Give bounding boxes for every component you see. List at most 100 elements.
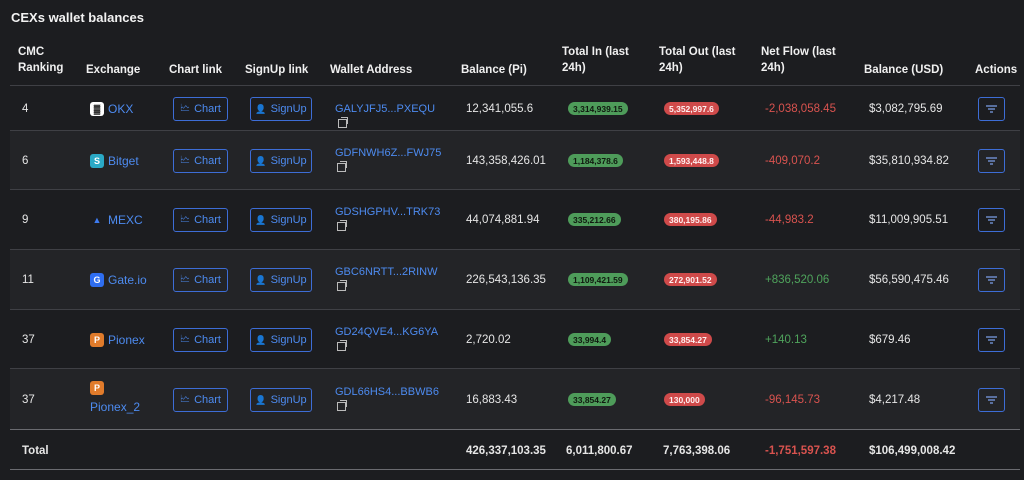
header-net-flow[interactable]: Net Flow (last 24h) xyxy=(761,46,836,74)
copy-icon[interactable] xyxy=(337,220,347,231)
copy-icon[interactable] xyxy=(338,117,348,128)
copy-icon[interactable] xyxy=(337,161,347,172)
header-balance-usd[interactable]: Balance (USD) xyxy=(864,64,944,76)
total-out-badge: 130,000 xyxy=(664,393,705,406)
wallet-address-text[interactable]: GD24QVE4...KG6YA xyxy=(335,326,439,338)
total-out-badge: 5,352,997.6 xyxy=(664,102,719,115)
chart-icon: 🗠 xyxy=(180,393,191,405)
actions-menu-button[interactable] xyxy=(978,97,1005,121)
signup-button[interactable]: 👤 SignUp xyxy=(250,268,312,292)
filter-icon xyxy=(986,157,997,165)
wallet-address-text[interactable]: GDL66HS4...BBWB6 xyxy=(335,386,439,398)
exchange-link[interactable]: P Pionex xyxy=(90,332,145,348)
header-chart: Chart link xyxy=(169,64,223,76)
exchange-name[interactable]: Pionex xyxy=(108,333,145,347)
balance-pi-cell: 16,883.43 xyxy=(466,394,518,406)
copy-icon[interactable] xyxy=(337,400,347,411)
header-rank[interactable]: CMC Ranking xyxy=(18,46,64,74)
wallet-address-text[interactable]: GDFNWH6Z...FWJ75 xyxy=(335,147,442,159)
signup-button[interactable]: 👤 SignUp xyxy=(250,208,312,232)
table-row: 4 ▓ OKX 🗠 Chart 👤 SignUp GALYJFJ5...PXEQ… xyxy=(10,85,1020,130)
signup-button[interactable]: 👤 SignUp xyxy=(250,388,312,412)
wallet-address[interactable]: GD24QVE4...KG6YA xyxy=(335,324,447,356)
signup-button[interactable]: 👤 SignUp xyxy=(250,328,312,352)
signup-button[interactable]: 👤 SignUp xyxy=(250,97,312,121)
chart-button-label: Chart xyxy=(194,334,221,346)
balance-usd-cell: $11,009,905.51 xyxy=(869,214,949,226)
user-add-icon: 👤 xyxy=(255,274,267,285)
header-total-in[interactable]: Total In (last 24h) xyxy=(562,46,629,74)
chart-button[interactable]: 🗠 Chart xyxy=(173,268,228,292)
wallet-address[interactable]: GBC6NRTT...2RINW xyxy=(335,264,447,296)
header-exchange[interactable]: Exchange xyxy=(86,64,141,76)
rank-cell: 9 xyxy=(22,214,29,226)
chart-button[interactable]: 🗠 Chart xyxy=(173,208,228,232)
total-in-badge: 33,854.27 xyxy=(568,393,616,406)
chart-button-label: Chart xyxy=(194,394,221,406)
chart-icon: 🗠 xyxy=(180,213,191,225)
chart-icon: 🗠 xyxy=(180,154,191,166)
actions-menu-button[interactable] xyxy=(978,388,1005,412)
total-in-badge: 33,994.4 xyxy=(568,333,612,346)
exchange-name[interactable]: Gate.io xyxy=(108,273,147,287)
copy-icon[interactable] xyxy=(337,340,347,351)
balance-pi-cell: 12,341,055.6 xyxy=(466,103,534,115)
balance-pi-cell: 226,543,136.35 xyxy=(466,274,546,286)
header-total-out[interactable]: Total Out (last 24h) xyxy=(659,46,736,74)
user-add-icon: 👤 xyxy=(255,334,267,345)
actions-menu-button[interactable] xyxy=(978,268,1005,292)
pionex-logo: P xyxy=(90,381,104,395)
exchange-name[interactable]: Pionex_2 xyxy=(90,400,141,414)
total-out-badge: 1,593,448.8 xyxy=(664,154,719,167)
net-flow-cell: +140.13 xyxy=(765,334,807,346)
header-balance-pi[interactable]: Balance (Pi) xyxy=(461,64,527,76)
exchange-link[interactable]: ▓ OKX xyxy=(90,101,133,117)
chart-button[interactable]: 🗠 Chart xyxy=(173,388,228,412)
exchange-name[interactable]: MEXC xyxy=(108,213,143,227)
net-flow-cell: -2,038,058.45 xyxy=(765,103,836,115)
mexc-logo: ▲ xyxy=(92,215,102,225)
wallet-address-text[interactable]: GBC6NRTT...2RINW xyxy=(335,266,438,278)
balance-usd-cell: $3,082,795.69 xyxy=(869,103,943,115)
totals-row: Total 426,337,103.35 6,011,800.67 7,763,… xyxy=(10,429,1020,470)
wallet-address[interactable]: GDL66HS4...BBWB6 xyxy=(335,384,447,416)
actions-menu-button[interactable] xyxy=(978,328,1005,352)
user-add-icon: 👤 xyxy=(255,155,267,166)
wallet-address[interactable]: GALYJFJ5...PXEQU xyxy=(335,101,447,133)
exchange-link[interactable]: ▲ MEXC xyxy=(90,212,143,228)
table-row: 6 S Bitget 🗠 Chart 👤 SignUp GDFNWH6Z...F… xyxy=(10,130,1020,189)
wallet-address[interactable]: GDSHGPHV...TRK73 xyxy=(335,204,447,236)
table-row: 11 G Gate.io 🗠 Chart 👤 SignUp GBC6NRTT..… xyxy=(10,249,1020,309)
signup-button[interactable]: 👤 SignUp xyxy=(250,149,312,173)
user-add-icon: 👤 xyxy=(255,103,267,114)
balance-usd-cell: $35,810,934.82 xyxy=(869,155,949,167)
balance-pi-cell: 143,358,426.01 xyxy=(466,155,546,167)
chart-button[interactable]: 🗠 Chart xyxy=(173,149,228,173)
total-out-badge: 380,195.86 xyxy=(664,213,717,226)
filter-icon xyxy=(986,336,997,344)
balance-usd-cell: $56,590,475.46 xyxy=(869,274,949,286)
wallet-address-text[interactable]: GDSHGPHV...TRK73 xyxy=(335,206,441,218)
copy-icon[interactable] xyxy=(337,280,347,291)
wallet-address-text[interactable]: GALYJFJ5...PXEQU xyxy=(335,103,436,115)
exchange-link[interactable]: P Pionex_2 xyxy=(90,381,140,415)
totals-net-flow: -1,751,597.38 xyxy=(765,445,836,457)
signup-button-label: SignUp xyxy=(270,394,307,406)
signup-button-label: SignUp xyxy=(270,214,307,226)
exchange-name[interactable]: OKX xyxy=(108,102,134,116)
actions-menu-button[interactable] xyxy=(978,208,1005,232)
exchange-link[interactable]: S Bitget xyxy=(90,153,139,169)
table-row: 37 P Pionex_2 🗠 Chart 👤 SignUp GDL66HS4.… xyxy=(10,368,1020,429)
chart-button[interactable]: 🗠 Chart xyxy=(173,328,228,352)
header-actions: Actions xyxy=(975,64,1018,76)
net-flow-cell: -44,983.2 xyxy=(765,214,814,226)
exchange-link[interactable]: G Gate.io xyxy=(90,272,147,288)
chart-icon: 🗠 xyxy=(180,333,191,345)
gateio-logo: G xyxy=(90,273,104,287)
exchange-name[interactable]: Bitget xyxy=(108,154,139,168)
actions-menu-button[interactable] xyxy=(978,149,1005,173)
filter-icon xyxy=(986,396,997,404)
total-out-badge: 272,901.52 xyxy=(664,273,717,286)
wallet-address[interactable]: GDFNWH6Z...FWJ75 xyxy=(335,145,447,177)
chart-button[interactable]: 🗠 Chart xyxy=(173,97,228,121)
